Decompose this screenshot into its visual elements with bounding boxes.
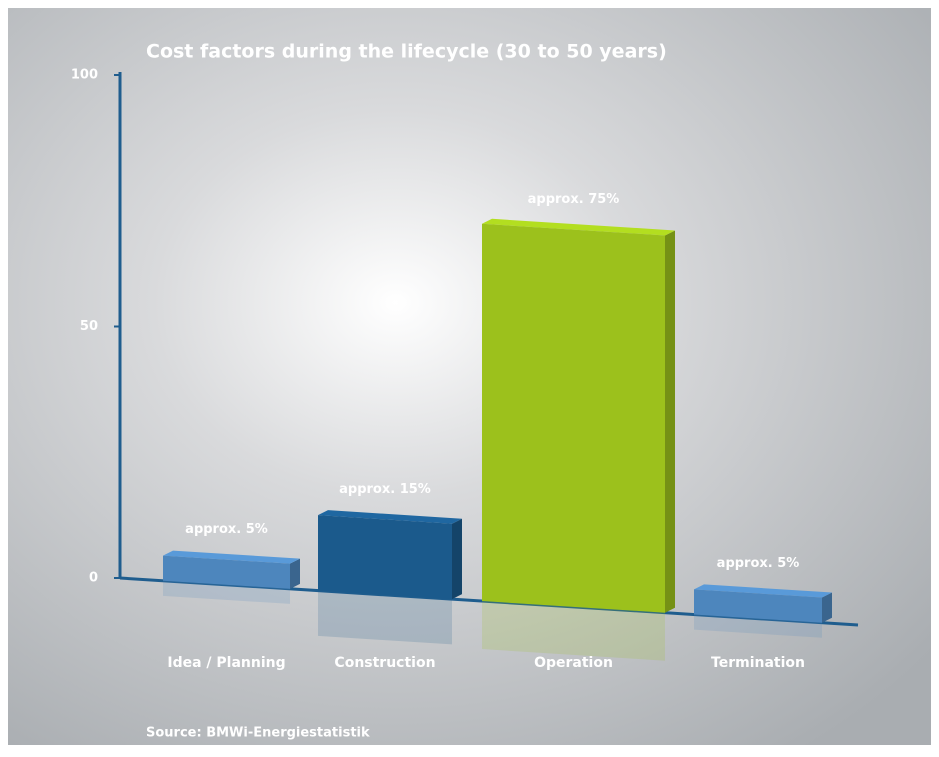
bar-side (290, 558, 300, 589)
bar-reflection (163, 580, 290, 604)
value-label: approx. 15% (339, 482, 431, 497)
bar (482, 223, 665, 613)
bar (694, 589, 822, 623)
y-tick-label: 0 (89, 571, 98, 586)
background (8, 8, 931, 745)
source: Source: BMWi-Energiestatistik (146, 726, 370, 741)
bar-top (163, 550, 300, 564)
bar-side (822, 592, 832, 623)
y-tick-label: 100 (71, 68, 98, 83)
x-tick-label: Termination (711, 655, 805, 671)
bar-top (482, 218, 675, 236)
bar-reflection (318, 590, 452, 645)
value-label: approx. 75% (528, 192, 620, 207)
x-tick-label: Idea / Planning (167, 655, 285, 671)
chart-title: Cost factors during the lifecycle (30 to… (146, 41, 667, 63)
value-label: approx. 5% (717, 556, 800, 571)
y-tick-label: 50 (80, 319, 98, 334)
bar-side (452, 518, 462, 600)
bar-reflection (694, 614, 822, 638)
x-tick-label: Construction (334, 655, 435, 671)
bar-reflection (482, 601, 665, 661)
x-tick-label: Operation (534, 655, 613, 671)
bar-top (694, 584, 832, 598)
bar (163, 555, 290, 589)
bar (318, 515, 452, 600)
bar-top (318, 510, 462, 524)
bar-side (665, 230, 675, 613)
value-label: approx. 5% (185, 522, 268, 537)
